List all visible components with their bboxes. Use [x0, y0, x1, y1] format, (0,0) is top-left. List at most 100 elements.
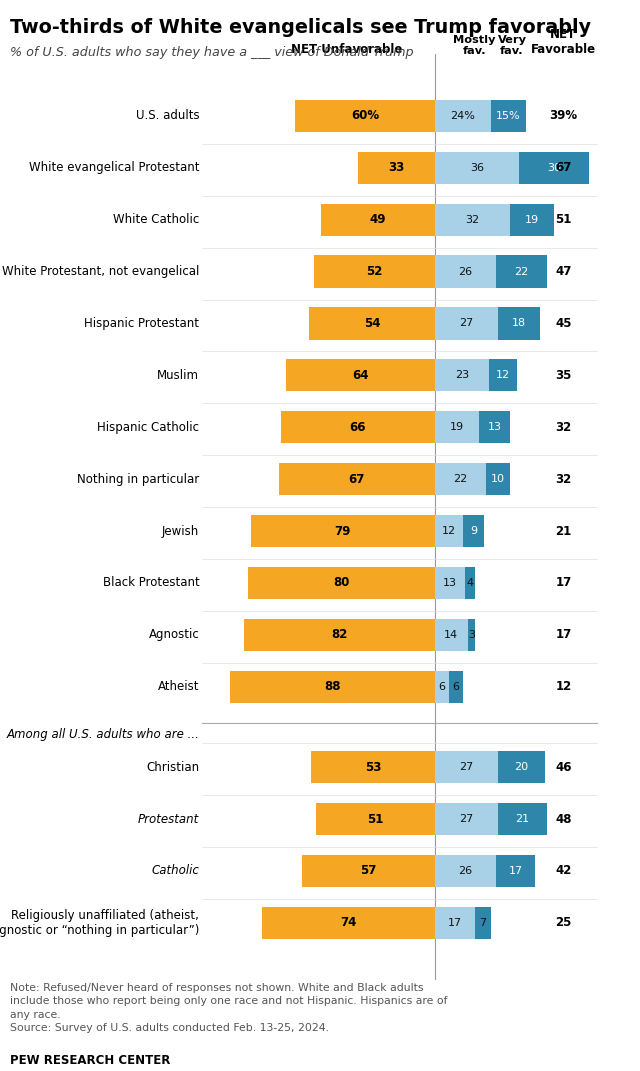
Text: Among all U.S. adults who are ...: Among all U.S. adults who are ...: [6, 728, 199, 741]
Bar: [435, 256, 496, 288]
Text: Very
fav.: Very fav.: [497, 34, 527, 56]
Bar: [435, 619, 468, 651]
Text: 21: 21: [556, 525, 572, 538]
Text: 27: 27: [460, 763, 474, 772]
Text: White Protestant, not evangelical: White Protestant, not evangelical: [2, 265, 199, 278]
Text: 47: 47: [556, 265, 572, 278]
Bar: [496, 256, 547, 288]
Text: 35: 35: [556, 368, 572, 382]
Bar: [302, 855, 435, 887]
Bar: [435, 203, 509, 236]
Text: 80: 80: [333, 576, 350, 589]
Text: 20: 20: [515, 763, 529, 772]
Text: 33: 33: [388, 162, 404, 175]
Text: 18: 18: [512, 318, 526, 329]
Text: 12: 12: [442, 526, 456, 536]
Bar: [435, 307, 498, 340]
Bar: [496, 855, 536, 887]
Bar: [262, 907, 435, 939]
Bar: [498, 751, 545, 783]
Bar: [463, 515, 484, 547]
Bar: [498, 307, 540, 340]
Bar: [491, 100, 526, 132]
Text: Hispanic Protestant: Hispanic Protestant: [84, 317, 199, 330]
Bar: [230, 670, 435, 703]
Text: 74: 74: [340, 917, 357, 930]
Text: Atheist: Atheist: [158, 680, 199, 693]
Text: 19: 19: [450, 422, 464, 433]
Text: 45: 45: [555, 317, 572, 330]
Text: % of U.S. adults who say they have a ___ view of Donald Trump: % of U.S. adults who say they have a ___…: [10, 46, 413, 59]
Text: 17: 17: [448, 918, 462, 927]
Text: 3: 3: [468, 630, 475, 639]
Text: 26: 26: [458, 866, 472, 876]
Text: Nothing in particular: Nothing in particular: [77, 472, 199, 485]
Text: PEW RESEARCH CENTER: PEW RESEARCH CENTER: [10, 1054, 170, 1067]
Text: 88: 88: [324, 680, 340, 693]
Bar: [321, 203, 435, 236]
Text: 64: 64: [352, 368, 369, 382]
Text: 10: 10: [491, 474, 505, 484]
Bar: [435, 855, 496, 887]
Bar: [468, 619, 475, 651]
Text: 24%: 24%: [451, 110, 476, 121]
Text: NET
Favorable: NET Favorable: [531, 28, 596, 56]
Bar: [435, 907, 475, 939]
Bar: [435, 463, 486, 495]
Bar: [465, 567, 475, 599]
Text: 21: 21: [515, 814, 530, 824]
Bar: [435, 670, 449, 703]
Text: 36: 36: [470, 163, 484, 172]
Bar: [486, 463, 509, 495]
Text: 12: 12: [495, 371, 510, 380]
Bar: [435, 751, 498, 783]
Text: Two-thirds of White evangelicals see Trump favorably: Two-thirds of White evangelicals see Tru…: [10, 18, 591, 37]
Text: 48: 48: [555, 813, 572, 826]
Bar: [479, 411, 509, 443]
Text: 67: 67: [349, 472, 365, 485]
Text: Agnostic: Agnostic: [148, 629, 199, 642]
Text: 60%: 60%: [351, 109, 379, 122]
Bar: [519, 152, 589, 184]
Text: Religiously unaffiliated (atheist,
agnostic or “nothing in particular”): Religiously unaffiliated (atheist, agnos…: [0, 909, 199, 937]
Bar: [509, 203, 554, 236]
Text: 6: 6: [438, 682, 445, 692]
Text: 22: 22: [454, 474, 468, 484]
Text: 23: 23: [455, 371, 469, 380]
Bar: [309, 307, 435, 340]
Bar: [435, 567, 465, 599]
Text: 42: 42: [556, 864, 572, 877]
Text: 17: 17: [556, 629, 572, 642]
Text: Hispanic Catholic: Hispanic Catholic: [97, 421, 199, 434]
Bar: [311, 751, 435, 783]
Bar: [316, 803, 435, 835]
Text: White Catholic: White Catholic: [113, 213, 199, 226]
Bar: [435, 152, 519, 184]
Text: 25: 25: [556, 917, 572, 930]
Bar: [314, 256, 435, 288]
Text: 49: 49: [369, 213, 386, 226]
Text: White evangelical Protestant: White evangelical Protestant: [29, 162, 199, 175]
Text: 57: 57: [360, 864, 377, 877]
Text: 26: 26: [458, 267, 472, 276]
Text: 15%: 15%: [496, 110, 521, 121]
Text: 17: 17: [556, 576, 572, 589]
Text: Christian: Christian: [146, 760, 199, 773]
Text: 39%: 39%: [549, 109, 577, 122]
Text: 7: 7: [479, 918, 486, 927]
Bar: [281, 411, 435, 443]
Text: U.S. adults: U.S. adults: [136, 109, 199, 122]
Bar: [358, 152, 435, 184]
Bar: [475, 907, 491, 939]
Text: 82: 82: [331, 629, 348, 642]
Text: NET Unfavorable: NET Unfavorable: [291, 43, 402, 56]
Text: Jewish: Jewish: [162, 525, 199, 538]
Bar: [248, 567, 435, 599]
Bar: [435, 359, 489, 391]
Text: 53: 53: [365, 760, 381, 773]
Text: 54: 54: [364, 317, 380, 330]
Text: 27: 27: [460, 318, 474, 329]
Text: 13: 13: [488, 422, 502, 433]
Text: 12: 12: [556, 680, 572, 693]
Text: 4: 4: [467, 578, 474, 588]
